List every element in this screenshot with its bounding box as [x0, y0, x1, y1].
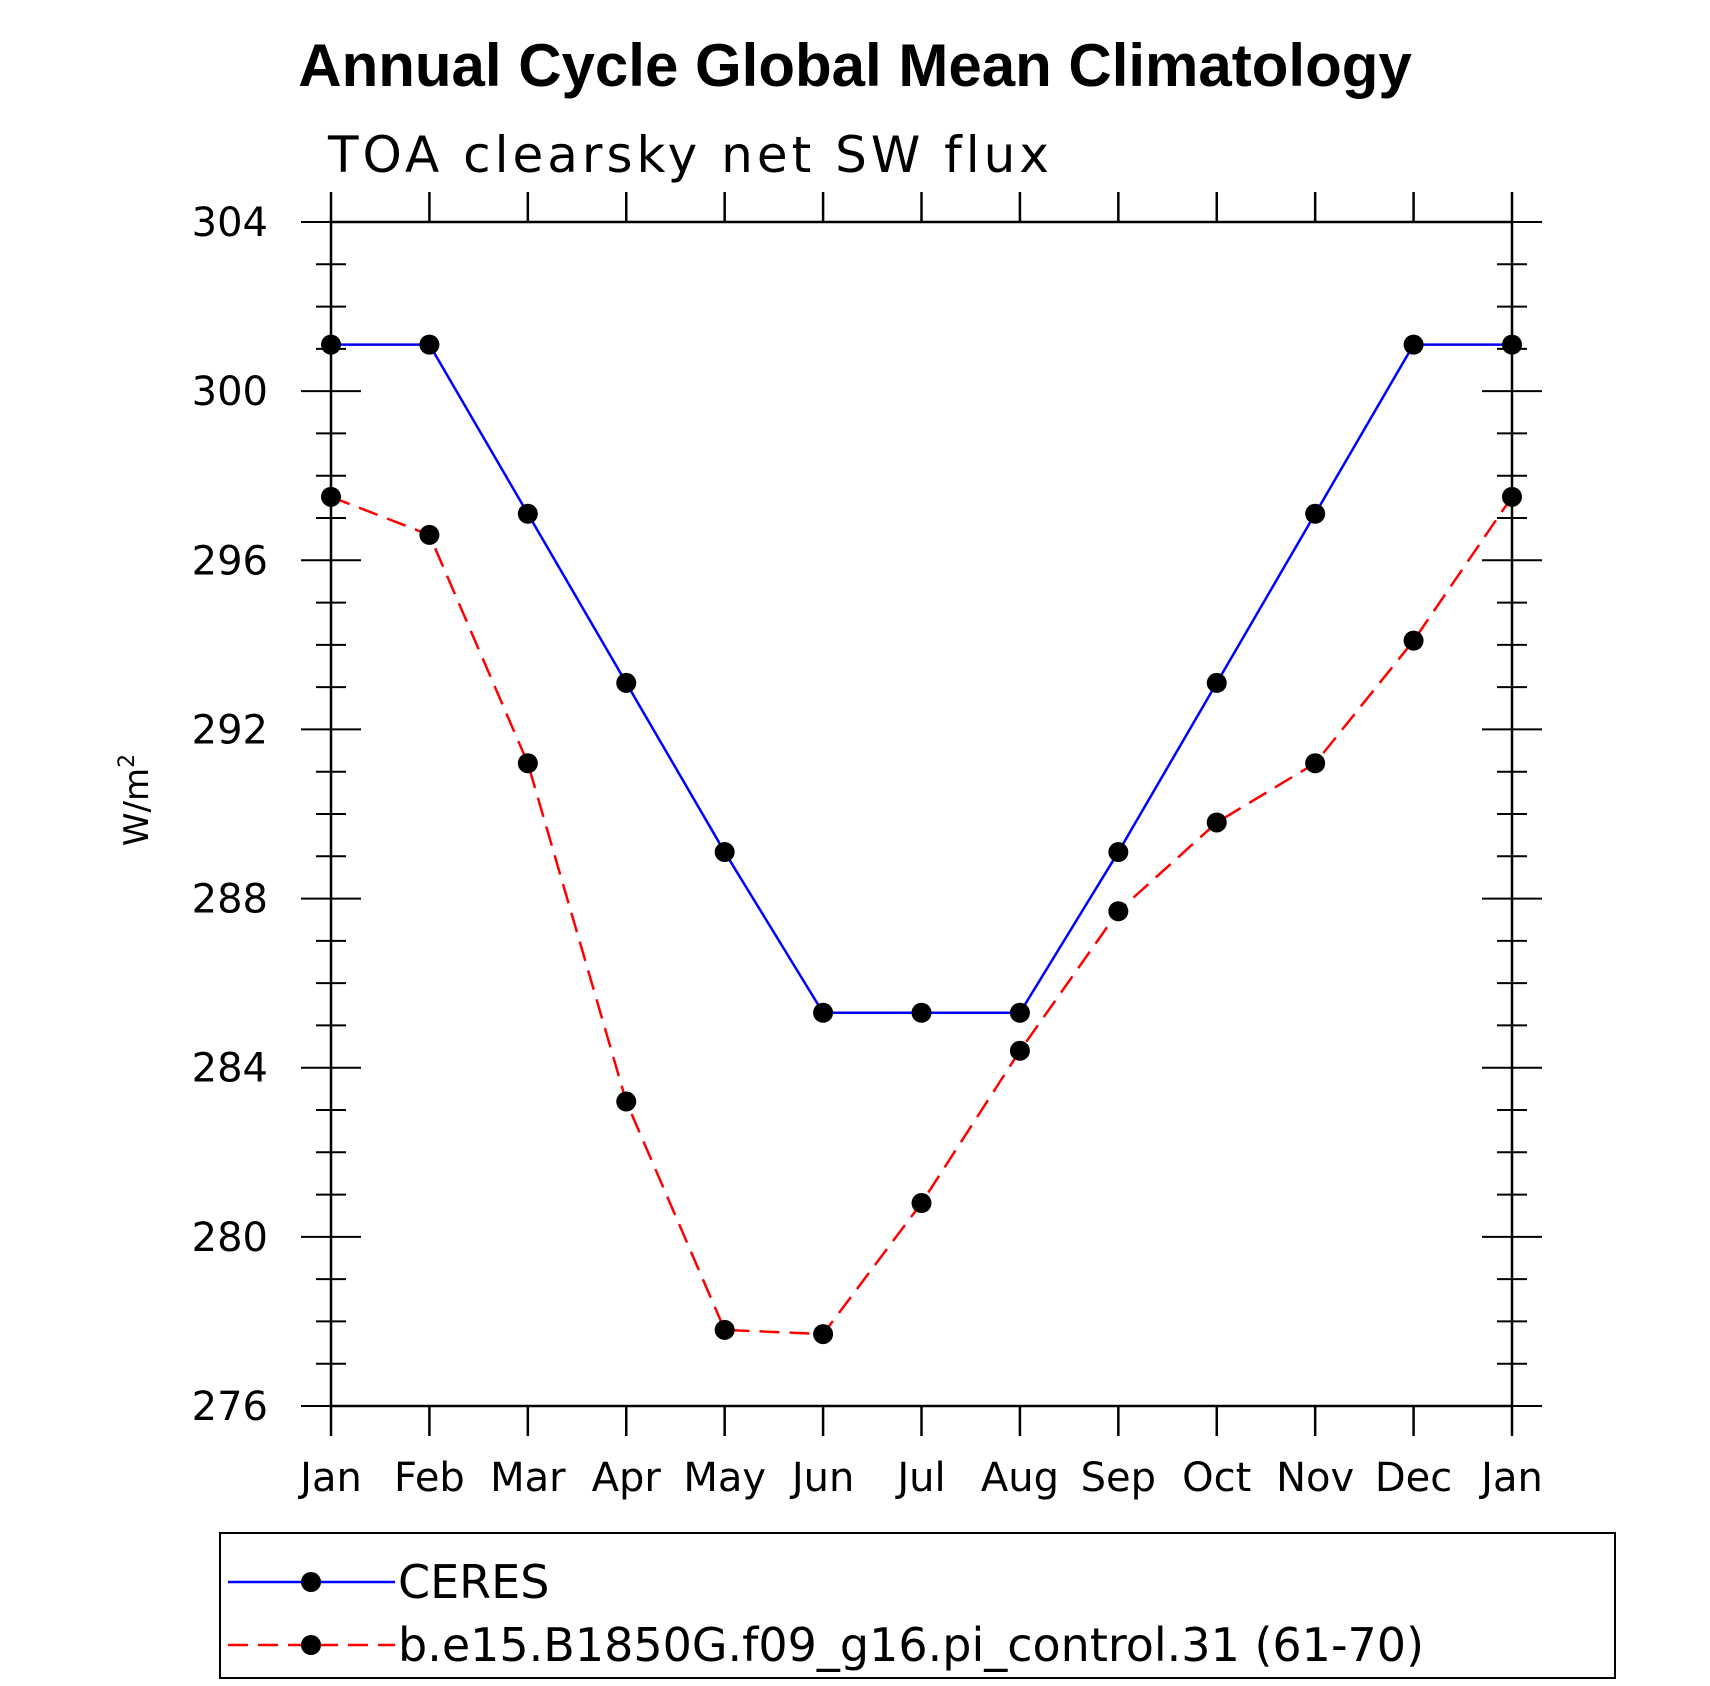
y-tick-label: 304: [192, 200, 268, 246]
x-tick-label: Sep: [1081, 1455, 1156, 1501]
series-0-point: [1502, 334, 1522, 355]
series-0-point: [911, 1002, 932, 1023]
y-tick-label: 292: [192, 707, 268, 753]
series-0-point: [1009, 1002, 1030, 1023]
legend: CERES b.e15.B1850G.f09_g16.pi_control.31…: [219, 1532, 1616, 1679]
x-tick-label: Jan: [1478, 1455, 1543, 1501]
series-line-0: [331, 343, 1512, 1014]
x-tick-label: Aug: [981, 1455, 1059, 1501]
series-0-point: [1108, 842, 1129, 863]
y-tick-label: 300: [192, 369, 268, 415]
legend-box: [219, 1532, 1616, 1679]
series-0-point: [616, 672, 637, 693]
y-tick-label: 276: [192, 1384, 268, 1430]
series-1-point: [321, 486, 341, 507]
series-1-point: [1108, 901, 1129, 922]
plot-frame: [329, 220, 1514, 1408]
y-tick-label: 296: [192, 538, 268, 584]
y-axis-label-exponent: 2: [115, 754, 140, 768]
legend-marker-ceres: [301, 1572, 321, 1592]
y-axis-label-unit: W/m: [117, 768, 157, 846]
x-tick-label: Nov: [1276, 1455, 1354, 1501]
series-0-point: [714, 842, 735, 863]
series-1-point: [813, 1324, 834, 1345]
x-tick-label: May: [683, 1455, 766, 1501]
series-1-point: [911, 1193, 932, 1214]
series-0-point: [517, 503, 538, 524]
chart-subtitle: TOA clearsky net SW flux: [327, 126, 1053, 184]
chart-title: Annual Cycle Global Mean Climatology: [298, 32, 1412, 99]
x-axis-ticks: Jan Feb Mar Apr May Jun Jul Aug Sep Oct Nov Dec Jan: [297, 192, 1543, 1501]
y-tick-label: 288: [192, 877, 268, 923]
series-1-point: [714, 1319, 735, 1340]
series-0-point: [321, 334, 341, 355]
series-1-point: [1009, 1040, 1030, 1061]
series-1-point: [1305, 753, 1326, 774]
x-tick-label: Jul: [894, 1455, 945, 1501]
series-1-point: [616, 1091, 637, 1112]
x-tick-label: Feb: [394, 1455, 465, 1501]
series-layer: [321, 334, 1522, 1345]
y-axis-ticks: 276 280 284 288 292 296 300 304: [192, 200, 1542, 1430]
series-1-point: [1502, 486, 1522, 507]
series-1-point: [1403, 630, 1424, 651]
legend-marker-model: [301, 1635, 321, 1655]
plot-border: [329, 220, 1514, 1408]
x-tick-label: Apr: [592, 1455, 662, 1501]
y-axis-label: W/m2: [115, 754, 157, 846]
series-0-point: [419, 334, 440, 355]
legend-label-model: b.e15.B1850G.f09_g16.pi_control.31 (61-7…: [398, 1618, 1424, 1672]
x-tick-label: Dec: [1375, 1455, 1452, 1501]
x-tick-label: Jun: [789, 1455, 855, 1501]
x-tick-label: Jan: [297, 1455, 362, 1501]
legend-label-ceres: CERES: [398, 1555, 549, 1609]
series-0-point: [813, 1002, 834, 1023]
series-1-point: [419, 524, 440, 545]
x-tick-label: Oct: [1182, 1455, 1251, 1501]
series-0-point: [1403, 334, 1424, 355]
series-1-point: [1206, 812, 1227, 833]
series-1-point: [517, 753, 538, 774]
series-0-point: [1206, 672, 1227, 693]
series-0-point: [1305, 503, 1326, 524]
y-tick-label: 284: [192, 1046, 268, 1092]
x-tick-label: Mar: [490, 1455, 566, 1501]
y-tick-label: 280: [192, 1215, 268, 1261]
